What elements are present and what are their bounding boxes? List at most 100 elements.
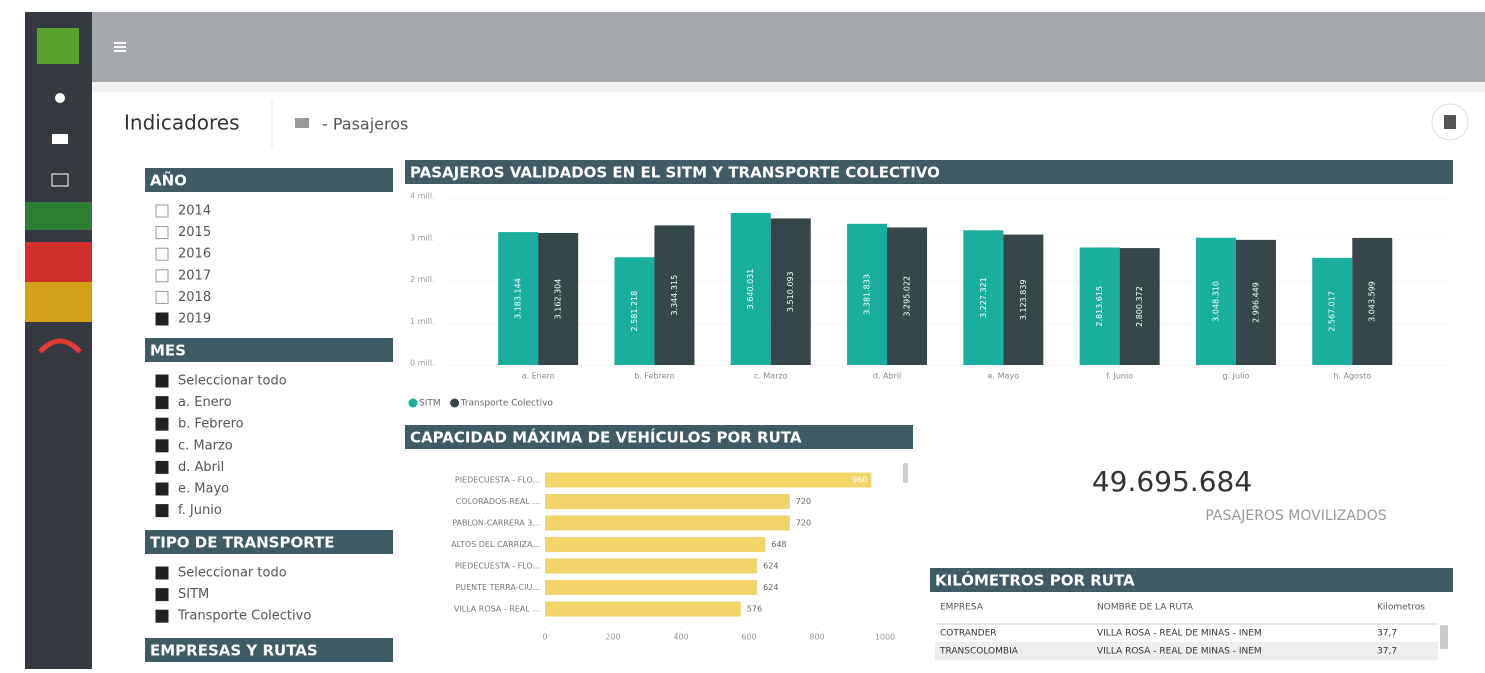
logo xyxy=(37,28,79,64)
legend-marker xyxy=(450,398,460,408)
bar xyxy=(887,227,928,365)
section-title: EMPRESAS Y RUTAS xyxy=(150,642,318,660)
bar xyxy=(545,515,790,531)
page-subtitle: - Pasajeros xyxy=(322,115,408,134)
value-label: 3.510.093 xyxy=(786,271,795,312)
section-title: AÑO xyxy=(150,171,187,190)
x-tick-label: 800 xyxy=(809,633,824,642)
checkbox[interactable] xyxy=(155,312,169,326)
checkbox-label: 2014 xyxy=(178,204,211,219)
y-tick-label: VILLA ROSA - REAL ... xyxy=(454,605,540,614)
checkbox[interactable] xyxy=(155,439,169,453)
section-title: TIPO DE TRANSPORTE xyxy=(150,534,335,552)
x-tick-label: c. Marzo xyxy=(754,372,788,381)
checkbox-label: d. Abril xyxy=(178,460,224,475)
x-tick-label: d. Abril xyxy=(873,372,901,381)
icon[interactable] xyxy=(55,93,65,103)
value-label: 3.381.833 xyxy=(863,274,872,315)
menu-item[interactable] xyxy=(25,282,92,322)
checkbox-label: 2016 xyxy=(178,247,211,262)
checkbox[interactable] xyxy=(155,269,169,283)
bar xyxy=(1119,248,1160,365)
section-header xyxy=(145,638,393,662)
y-tick-label: PUENTE TERRA-CIU... xyxy=(455,583,540,592)
value-label: 2.996.449 xyxy=(1251,282,1260,323)
bar xyxy=(545,580,758,595)
value-label: 2.813.615 xyxy=(1095,286,1104,327)
checkbox-label: Seleccionar todo xyxy=(178,566,287,581)
checkbox-label: f. Junio xyxy=(178,503,222,518)
x-tick-label: b. Febrero xyxy=(634,372,674,381)
bar xyxy=(545,601,741,617)
x-tick-label: 400 xyxy=(673,633,688,642)
legend-marker xyxy=(408,398,418,408)
checkbox-label: a. Enero xyxy=(178,395,232,410)
top-bar xyxy=(92,12,1485,82)
value-label: 3.640.031 xyxy=(746,269,755,310)
value-label: 3.123.839 xyxy=(1019,279,1028,320)
checkbox[interactable] xyxy=(155,588,169,602)
section-header xyxy=(145,338,393,362)
checkbox[interactable] xyxy=(155,460,169,474)
y-tick-label: 3 mill. xyxy=(410,233,435,242)
icon[interactable] xyxy=(52,134,68,144)
checkbox[interactable] xyxy=(155,204,169,218)
y-tick-label: 0 mill. xyxy=(410,359,435,368)
value-label: 3.183.144 xyxy=(514,278,523,319)
checkbox-label: 2017 xyxy=(178,268,211,283)
section-title: MES xyxy=(150,342,186,360)
checkbox[interactable] xyxy=(155,504,169,518)
y-tick-label: COLORADOS-REAL ... xyxy=(456,497,540,506)
x-tick-label: 200 xyxy=(605,633,620,642)
scrollbar[interactable] xyxy=(903,463,908,483)
x-tick-label: e. Mayo xyxy=(988,372,1020,381)
checkbox[interactable] xyxy=(155,226,169,240)
checkbox[interactable] xyxy=(155,566,169,580)
checkbox[interactable] xyxy=(155,609,169,623)
menu-item[interactable] xyxy=(25,202,92,230)
value-label: 2.800.372 xyxy=(1135,286,1144,327)
checkbox-label: e. Mayo xyxy=(178,482,229,497)
x-tick-label: h. Agosto xyxy=(1333,372,1371,381)
checkbox[interactable] xyxy=(155,290,169,304)
bar xyxy=(770,218,811,365)
section-title: CAPACIDAD MÁXIMA DE VEHÍCULOS POR RUTA xyxy=(410,428,802,447)
value-label: 2.581.218 xyxy=(630,291,639,332)
bar xyxy=(614,257,655,365)
bar xyxy=(545,494,790,509)
section-header xyxy=(930,568,1453,592)
bar xyxy=(538,232,579,365)
x-tick-label: g. Julio xyxy=(1222,372,1249,381)
bar xyxy=(1312,257,1353,365)
icon[interactable] xyxy=(51,173,69,187)
icon[interactable] xyxy=(38,338,82,354)
bar xyxy=(545,558,758,574)
bar xyxy=(847,223,888,365)
table-cell: TRANSCOLOMBIA xyxy=(939,647,1019,657)
section-header xyxy=(405,425,913,449)
y-tick-label: PIEDECUESTA - FLO... xyxy=(455,476,540,485)
value-label: 3.048.310 xyxy=(1211,281,1220,322)
table-cell: COTRANDER xyxy=(940,629,997,639)
checkbox[interactable] xyxy=(155,247,169,261)
menu-item[interactable] xyxy=(25,242,92,282)
bar xyxy=(1003,234,1044,365)
checkbox[interactable] xyxy=(155,417,169,431)
checkbox-label: c. Marzo xyxy=(178,438,233,453)
value-label: 624 xyxy=(763,583,778,592)
scrollbar[interactable] xyxy=(1440,625,1448,649)
bar xyxy=(963,230,1004,365)
value-label: 720 xyxy=(796,497,811,506)
column-header: EMPRESA xyxy=(940,603,984,613)
bar xyxy=(1195,237,1236,365)
table-cell: VILLA ROSA - REAL DE MINAS - INEM xyxy=(1097,647,1262,657)
checkbox[interactable] xyxy=(155,482,169,496)
table-cell: VILLA ROSA - REAL DE MINAS - INEM xyxy=(1097,629,1262,639)
menu-button[interactable] xyxy=(114,42,126,52)
table-cell: 37,7 xyxy=(1377,647,1397,657)
section-header xyxy=(145,168,393,192)
checkbox[interactable] xyxy=(155,396,169,410)
export-icon[interactable] xyxy=(1444,115,1456,129)
checkbox[interactable] xyxy=(155,374,169,388)
